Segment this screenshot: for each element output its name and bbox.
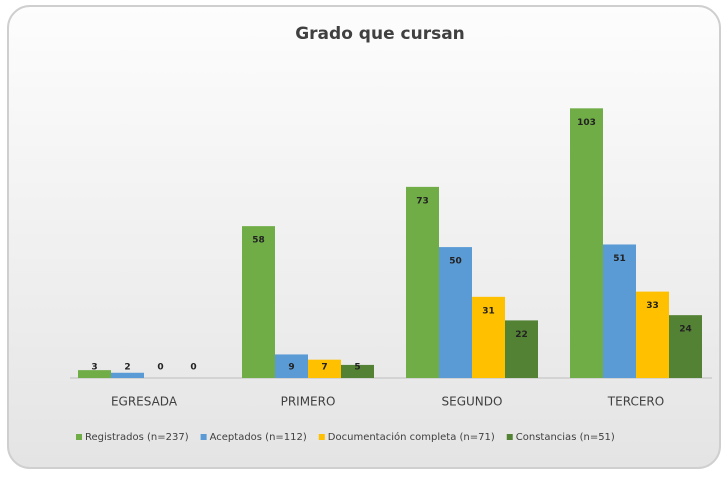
x-tick-label: PRIMERO — [281, 395, 336, 409]
value-label: 58 — [252, 236, 265, 246]
value-label: 5 — [354, 363, 360, 373]
legend-label: Constancias (n=51) — [516, 432, 615, 443]
value-label: 0 — [190, 363, 196, 373]
value-label: 0 — [157, 363, 163, 373]
bar — [669, 315, 702, 378]
bar — [78, 370, 111, 378]
bar — [505, 320, 538, 378]
value-label: 9 — [288, 363, 294, 373]
value-label: 103 — [577, 118, 596, 128]
legend-label: Documentación completa (n=71) — [328, 431, 495, 443]
value-label: 33 — [646, 301, 659, 311]
legend-label: Registrados (n=237) — [85, 432, 189, 443]
value-label: 7 — [321, 363, 327, 373]
value-label: 50 — [449, 257, 462, 267]
bar — [570, 108, 603, 378]
bar — [242, 226, 275, 378]
value-label: 73 — [416, 196, 429, 206]
x-tick-label: SEGUNDO — [442, 395, 503, 409]
bar — [308, 359, 341, 378]
x-tick-label: TERCERO — [607, 395, 664, 409]
legend-swatch — [506, 434, 513, 440]
bar — [406, 186, 439, 378]
bar — [603, 244, 636, 378]
bar — [111, 372, 144, 378]
chart-title: Grado que cursan — [295, 24, 465, 44]
bar — [472, 296, 505, 378]
legend-swatch — [200, 434, 207, 440]
legend-label: Aceptados (n=112) — [210, 432, 307, 443]
x-tick-label: EGRESADA — [111, 395, 178, 409]
legend-swatch — [318, 434, 325, 440]
bar — [636, 291, 669, 378]
value-label: 31 — [482, 306, 495, 316]
value-label: 24 — [679, 325, 692, 335]
bar — [439, 247, 472, 378]
bar — [275, 354, 308, 378]
legend-swatch — [76, 434, 82, 440]
bar — [341, 364, 374, 378]
value-label: 3 — [91, 363, 97, 373]
value-label: 51 — [613, 254, 626, 264]
chart-panel — [7, 5, 721, 469]
value-label: 22 — [515, 330, 528, 340]
value-label: 2 — [124, 363, 130, 373]
